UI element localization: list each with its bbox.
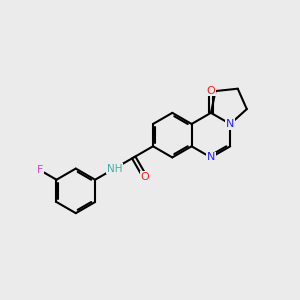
Text: NH: NH	[107, 164, 122, 174]
Text: O: O	[207, 85, 215, 96]
Text: N: N	[207, 152, 215, 162]
Text: F: F	[37, 165, 43, 175]
Text: N: N	[226, 119, 234, 129]
Text: O: O	[140, 172, 149, 182]
